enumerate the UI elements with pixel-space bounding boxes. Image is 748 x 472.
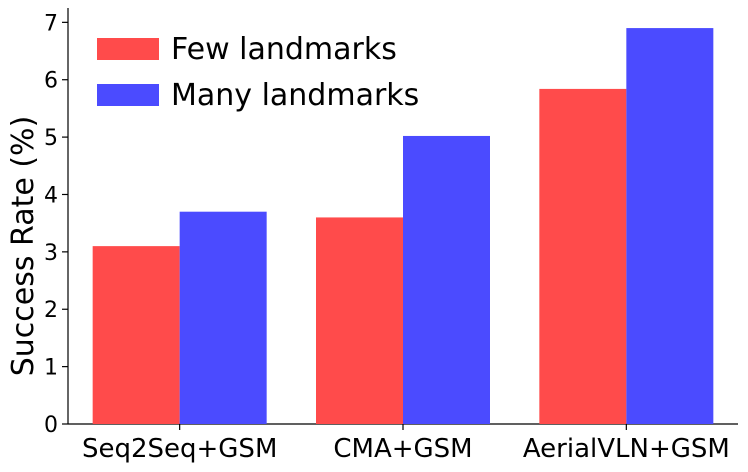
x-tick-label: AerialVLN+GSM xyxy=(523,434,730,464)
y-tick-label: 3 xyxy=(44,241,58,266)
y-tick-label: 4 xyxy=(44,183,58,208)
y-axis-label: Success Rate (%) xyxy=(6,116,41,377)
x-tick-labels: Seq2Seq+GSM CMA+GSM AerialVLN+GSM xyxy=(82,434,730,464)
y-tick-label: 6 xyxy=(44,69,58,94)
bars xyxy=(92,28,714,424)
bar-many-landmarks-0 xyxy=(179,211,267,424)
y-tick-label: 0 xyxy=(44,413,58,438)
legend-label: Many landmarks xyxy=(171,78,419,113)
legend-swatch xyxy=(97,38,159,60)
y-tick-label: 2 xyxy=(44,298,58,323)
bar-few-landmarks-2 xyxy=(539,88,627,424)
bar-few-landmarks-1 xyxy=(316,217,403,424)
y-tick-label: 5 xyxy=(44,126,58,151)
y-tick-labels: 0 1 2 3 4 5 6 7 xyxy=(44,11,58,438)
y-tick-label: 1 xyxy=(44,356,58,381)
bar-few-landmarks-0 xyxy=(92,246,180,424)
bar-many-landmarks-2 xyxy=(626,28,714,424)
x-tick-label: Seq2Seq+GSM xyxy=(82,434,277,464)
legend-label: Few landmarks xyxy=(171,32,397,67)
legend: Few landmarks Many landmarks xyxy=(97,32,419,113)
legend-swatch xyxy=(97,84,159,106)
x-tick-label: CMA+GSM xyxy=(333,434,472,464)
y-tick-label: 7 xyxy=(44,11,58,36)
bar-many-landmarks-1 xyxy=(403,135,490,424)
